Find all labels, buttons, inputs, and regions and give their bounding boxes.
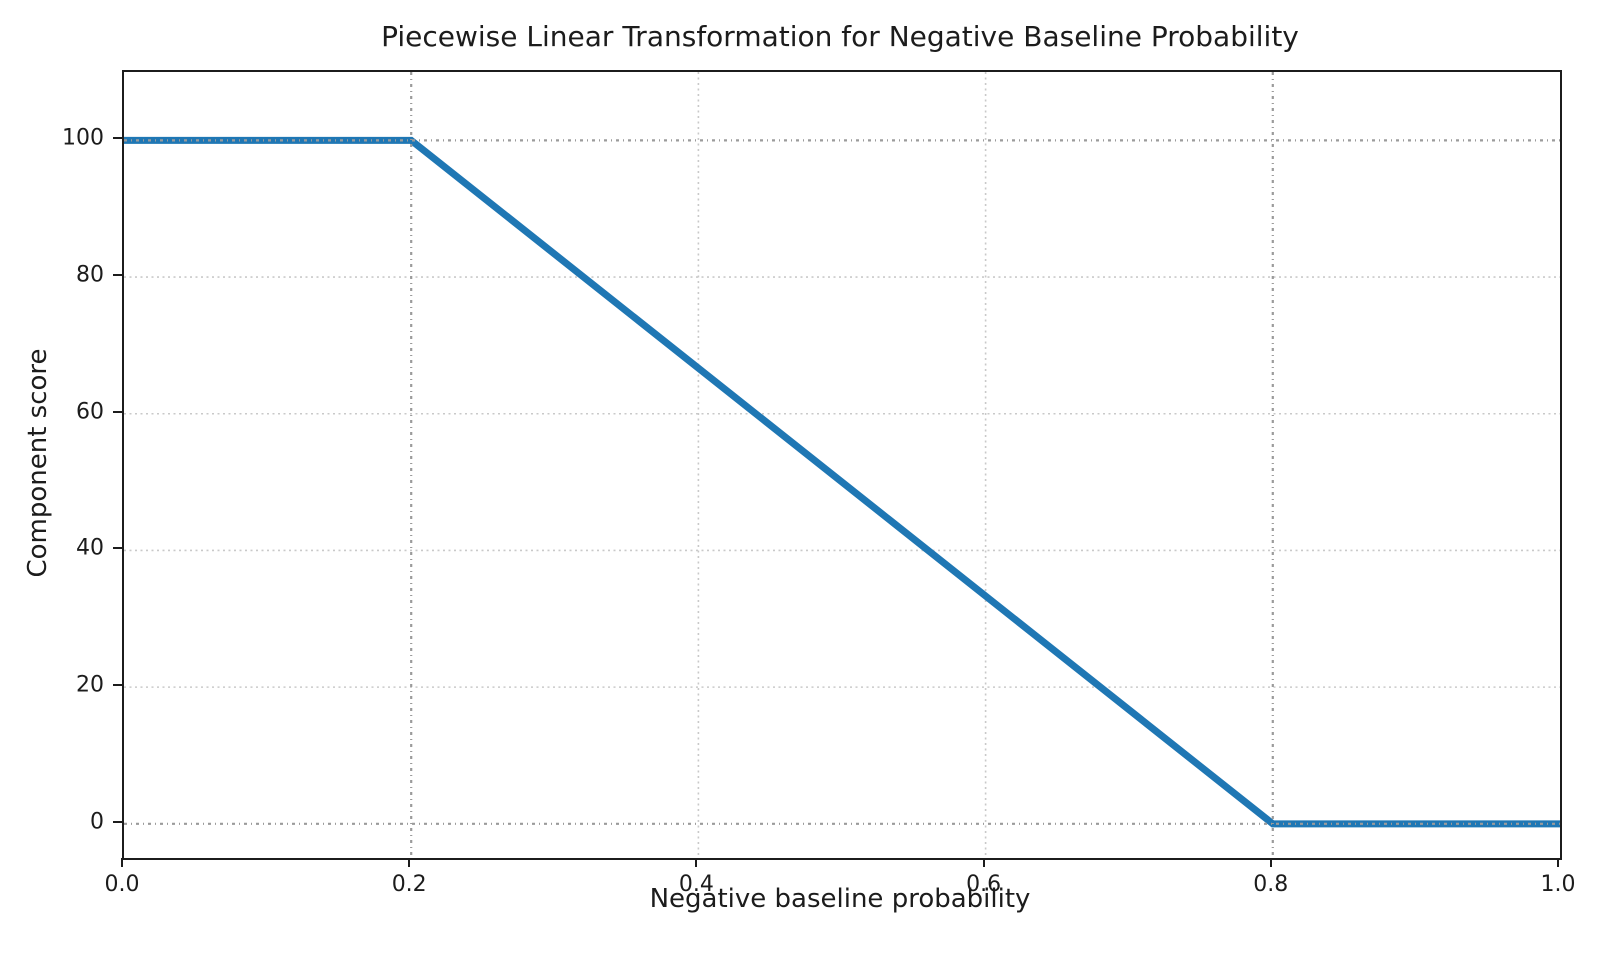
y-tick-label: 0 <box>90 809 104 835</box>
x-tick-label: 0.8 <box>1253 872 1289 897</box>
y-tick-mark <box>113 684 122 687</box>
x-tick-label: 1.0 <box>1540 872 1576 897</box>
x-tick-mark <box>408 858 411 867</box>
x-axis-label: Negative baseline probability <box>649 884 1031 914</box>
plot-area <box>122 70 1562 860</box>
y-axis-label: Component score <box>23 348 53 578</box>
chart-title: Piecewise Linear Transformation for Nega… <box>381 20 1299 53</box>
y-tick-mark <box>113 137 122 140</box>
y-tick-mark <box>113 547 122 550</box>
plot-canvas <box>124 72 1560 858</box>
y-tick-label: 20 <box>76 672 104 698</box>
y-tick-label: 60 <box>76 399 104 425</box>
y-tick-mark <box>113 410 122 413</box>
y-tick-mark <box>113 820 122 823</box>
x-tick-mark <box>1269 858 1272 867</box>
x-tick-label: 0.0 <box>104 872 140 897</box>
x-tick-mark <box>695 858 698 867</box>
x-tick-label: 0.4 <box>678 872 714 897</box>
data-line <box>124 136 1560 828</box>
y-tick-label: 100 <box>62 125 104 151</box>
y-tick-label: 80 <box>76 262 104 288</box>
x-tick-mark <box>982 858 985 867</box>
x-tick-label: 0.6 <box>966 872 1002 897</box>
y-tick-label: 40 <box>76 535 104 561</box>
y-tick-mark <box>113 274 122 277</box>
x-tick-mark <box>1557 858 1559 867</box>
x-tick-mark <box>121 858 123 867</box>
x-tick-label: 0.2 <box>391 872 427 897</box>
